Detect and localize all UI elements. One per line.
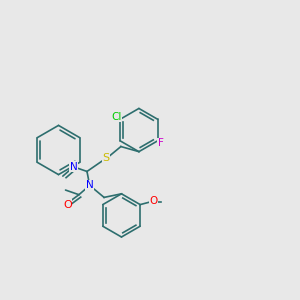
Text: Cl: Cl: [111, 112, 122, 122]
Text: N: N: [86, 180, 94, 190]
Text: N: N: [70, 162, 77, 172]
Text: F: F: [158, 138, 164, 148]
Text: O: O: [63, 200, 72, 210]
Text: O: O: [149, 196, 158, 206]
Text: S: S: [102, 153, 110, 163]
